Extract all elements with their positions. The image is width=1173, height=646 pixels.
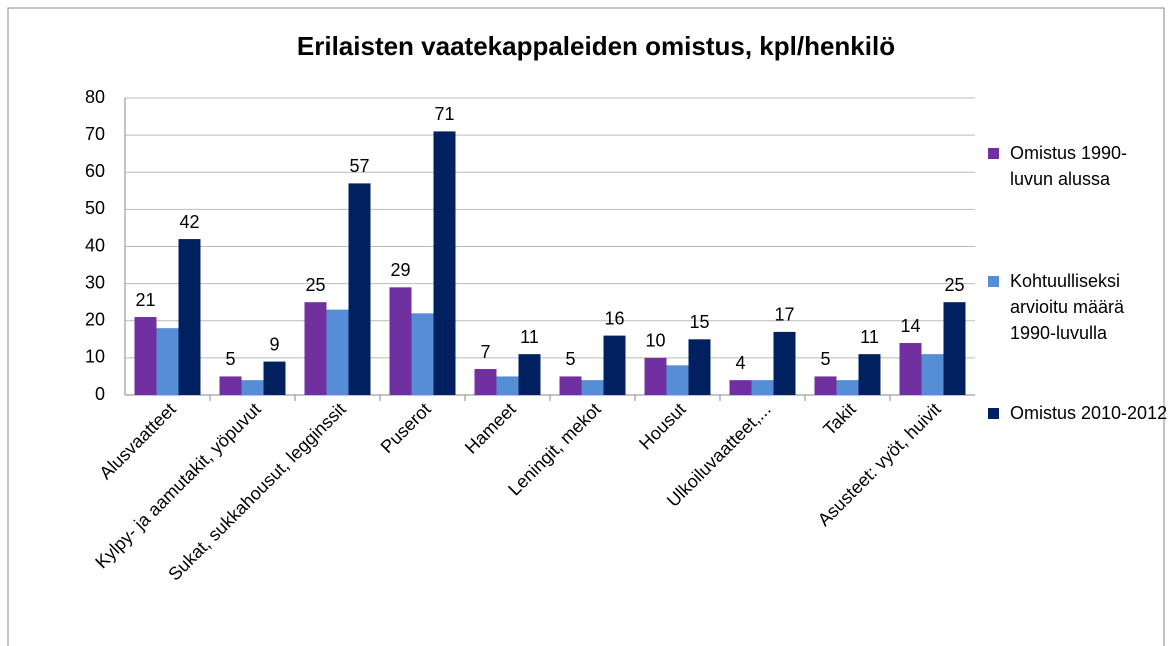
data-label: 16: [604, 308, 624, 328]
x-tick-label: Sukat, sukkahousut, legginssit: [164, 399, 349, 584]
data-label: 11: [520, 327, 539, 347]
chart-title: Erilaisten vaatekappaleiden omistus, kpl…: [297, 31, 895, 61]
legend-label: Omistus 2010-2012: [1010, 403, 1168, 423]
bar: [688, 339, 711, 395]
legend-swatch: [988, 148, 999, 159]
x-tick-label: Leningit, mekot: [504, 399, 604, 499]
legend-entry: Omistus 2010-2012: [988, 400, 1170, 426]
data-label: 71: [434, 104, 454, 124]
y-tick-label: 70: [85, 124, 105, 144]
bar: [858, 354, 881, 395]
data-label: 10: [645, 331, 665, 351]
bar: [666, 365, 689, 395]
bar: [326, 309, 349, 395]
bar: [729, 380, 752, 395]
y-tick-label: 40: [85, 235, 105, 255]
data-label: 25: [305, 275, 325, 295]
bar: [899, 343, 922, 395]
bar: [814, 376, 837, 395]
bar: [773, 331, 796, 395]
legend-label: Kohtuulliseksi arvioitu määrä 1990-luvul…: [1010, 271, 1125, 343]
data-label: 29: [390, 260, 410, 280]
y-tick-label: 20: [85, 310, 105, 330]
y-tick-label: 0: [95, 384, 105, 404]
bar: [474, 369, 497, 395]
data-label: 15: [689, 312, 709, 332]
data-label: 9: [269, 334, 279, 354]
bar: [496, 376, 519, 395]
bar: [178, 239, 201, 395]
legend-swatch: [988, 408, 999, 419]
bar: [134, 317, 157, 395]
data-label: 4: [735, 353, 745, 373]
x-tick-label: Hameet: [461, 399, 520, 458]
legend-swatch: [988, 276, 999, 287]
data-label: 14: [900, 316, 920, 336]
y-tick-label: 10: [85, 347, 105, 367]
y-tick-label: 80: [85, 87, 105, 107]
frame: [7, 7, 1165, 646]
data-label: 17: [774, 305, 794, 325]
bar: [156, 328, 179, 395]
data-label: 57: [349, 156, 369, 176]
legend-entry: Kohtuulliseksi arvioitu määrä 1990-luvul…: [988, 268, 1170, 346]
bar: [943, 302, 966, 395]
bar: [581, 380, 604, 395]
data-label: 5: [820, 349, 830, 369]
x-tick-label: Puserot: [377, 399, 435, 457]
bar: [411, 313, 434, 395]
bar: [921, 354, 944, 395]
legend-label: Omistus 1990-luvun alussa: [1010, 143, 1128, 189]
data-label: 7: [480, 342, 490, 362]
x-tick-label: Alusvaatteet: [95, 399, 179, 483]
data-label: 42: [179, 212, 199, 232]
x-tick-label: Takit: [819, 399, 859, 439]
bar: [603, 335, 626, 395]
x-tick-label: Housut: [635, 399, 689, 453]
data-label: 5: [565, 349, 575, 369]
bar: [304, 302, 327, 395]
data-label: 21: [135, 290, 155, 310]
y-tick-label: 30: [85, 272, 105, 292]
x-tick-label: Kylpy- ja aamutakit, yöpuvut: [91, 399, 264, 572]
y-tick-label: 50: [85, 198, 105, 218]
bar: [219, 376, 242, 395]
bar: [836, 380, 859, 395]
y-tick-label: 60: [85, 161, 105, 181]
bar: [751, 380, 774, 395]
legend-entry: Omistus 1990-luvun alussa: [988, 140, 1170, 192]
bar: [644, 357, 667, 395]
bar: [263, 361, 286, 395]
bar: [559, 376, 582, 395]
data-label: 11: [860, 327, 879, 347]
bar: [348, 183, 371, 395]
data-label: 25: [944, 275, 964, 295]
data-label: 5: [225, 349, 235, 369]
bar: [241, 380, 264, 395]
bar: [389, 287, 412, 395]
bar: [433, 131, 456, 395]
bar: [518, 354, 541, 395]
